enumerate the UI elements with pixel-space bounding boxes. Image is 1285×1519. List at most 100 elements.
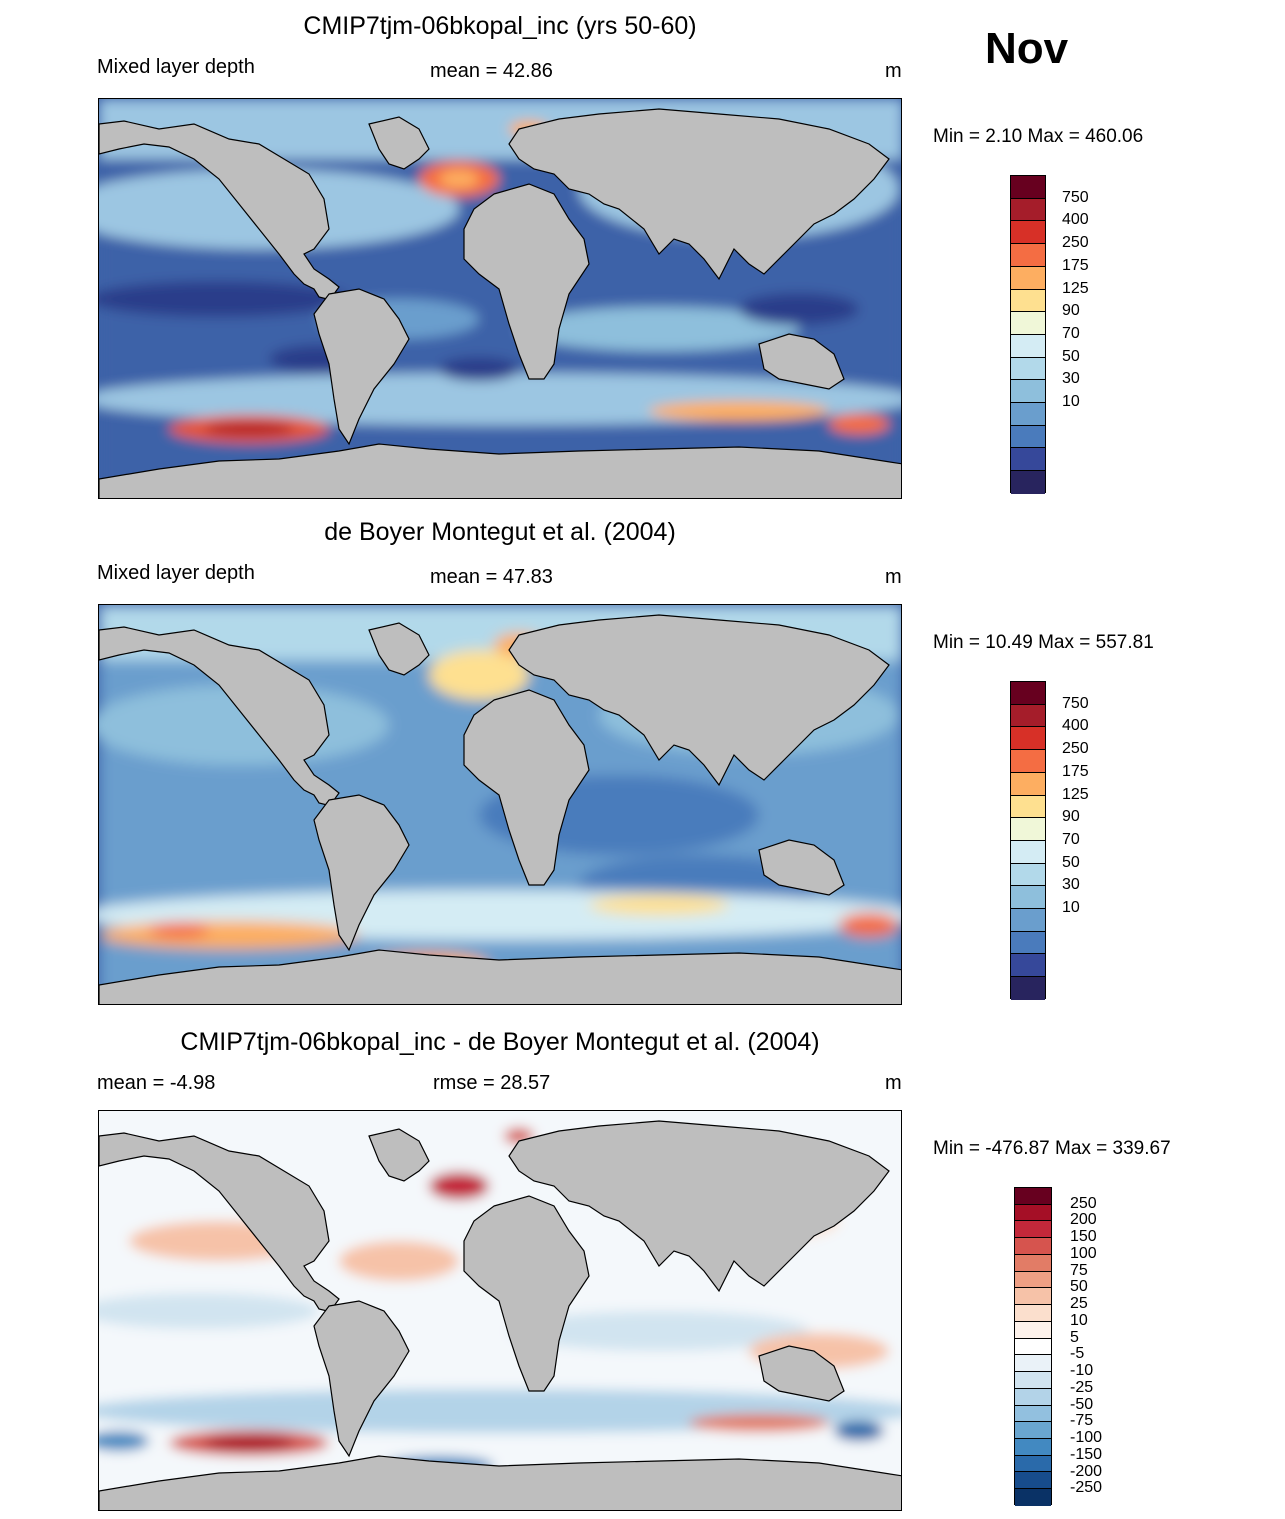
colorbar-swatch	[1015, 1221, 1051, 1239]
colorbar-swatch	[1011, 909, 1045, 932]
panel-3-map	[98, 1110, 902, 1511]
colorbar-swatch	[1011, 863, 1045, 887]
colorbar-tick-label: -50	[1070, 1395, 1094, 1413]
colorbar-tick-label: 30	[1062, 370, 1080, 388]
colorbar-swatch	[1011, 176, 1045, 199]
panel-3-rmse-label: rmse = 28.57	[433, 1072, 551, 1094]
panel-1-units-label: m	[885, 60, 902, 82]
panel-3-mean-label: mean = -4.98	[97, 1072, 216, 1094]
colorbar-swatch	[1015, 1355, 1051, 1373]
colorbar-tick-label: 70	[1062, 831, 1080, 848]
month-label: Nov	[985, 24, 1069, 73]
colorbar-tick-label: 90	[1062, 808, 1080, 826]
colorbar-swatch	[1011, 840, 1045, 864]
panel-3-title: CMIP7tjm-06bkopal_inc - de Boyer Montegu…	[180, 1028, 820, 1056]
colorbar-swatch	[1011, 750, 1045, 773]
colorbar-swatch	[1011, 772, 1045, 796]
colorbar-tick-label: 90	[1062, 302, 1080, 320]
panel-1-mean-label: mean = 42.86	[430, 60, 553, 82]
panel-2-colorbar	[1010, 681, 1046, 1000]
colorbar-swatch	[1015, 1254, 1051, 1272]
colorbar-tick-label: 400	[1062, 211, 1089, 229]
colorbar-swatch	[1011, 471, 1045, 494]
colorbar-tick-label: 750	[1062, 188, 1089, 206]
colorbar-tick-label: 250	[1070, 1194, 1097, 1212]
colorbar-tick-label: 25	[1070, 1295, 1088, 1313]
colorbar-swatch	[1011, 931, 1045, 955]
panel-1-map-svg	[99, 99, 901, 498]
colorbar-tick-label: -5	[1070, 1345, 1085, 1363]
colorbar-swatch	[1015, 1489, 1051, 1506]
colorbar-tick-label: 100	[1070, 1244, 1097, 1262]
colorbar-swatch	[1015, 1321, 1051, 1339]
colorbar-tick-label: -200	[1070, 1462, 1103, 1480]
colorbar-swatch	[1011, 221, 1045, 245]
colorbar-swatch	[1011, 448, 1045, 472]
colorbar-tick-label: -75	[1070, 1412, 1094, 1430]
colorbar-swatch	[1015, 1238, 1051, 1255]
colorbar-swatch	[1011, 727, 1045, 751]
colorbar-swatch	[1015, 1388, 1051, 1406]
colorbar-swatch	[1011, 425, 1045, 449]
colorbar-tick-label: 750	[1062, 694, 1089, 712]
colorbar-tick-label: -150	[1070, 1445, 1103, 1463]
colorbar-tick-label: 50	[1070, 1278, 1088, 1296]
colorbar-tick-label: 10	[1062, 393, 1080, 411]
panel-1-variable-label: Mixed layer depth	[97, 56, 255, 78]
panel-1-title: CMIP7tjm-06bkopal_inc (yrs 50-60)	[303, 12, 697, 40]
colorbar-swatch	[1011, 682, 1045, 705]
colorbar-swatch	[1015, 1455, 1051, 1473]
colorbar-swatch	[1015, 1288, 1051, 1306]
colorbar-tick-label: 250	[1062, 234, 1089, 252]
colorbar-tick-label: -100	[1070, 1429, 1103, 1447]
panel-2-variable-label: Mixed layer depth	[97, 562, 255, 584]
colorbar-swatch	[1011, 380, 1045, 404]
colorbar-tick-label: 10	[1062, 899, 1080, 917]
colorbar-swatch	[1015, 1305, 1051, 1322]
panel-2-title: de Boyer Montegut et al. (2004)	[324, 518, 676, 546]
colorbar-tick-label: -25	[1070, 1378, 1094, 1396]
colorbar-tick-label: 400	[1062, 717, 1089, 735]
colorbar-tick-label: 50	[1062, 853, 1080, 871]
panel-1-colorbar	[1010, 175, 1046, 494]
colorbar-swatch	[1015, 1204, 1051, 1222]
colorbar-tick-label: 5	[1070, 1328, 1079, 1346]
colorbar-swatch	[1011, 244, 1045, 267]
colorbar-swatch	[1011, 289, 1045, 313]
colorbar-tick-label: 125	[1062, 279, 1089, 297]
colorbar-swatch	[1011, 886, 1045, 910]
panel-3-map-svg	[99, 1111, 901, 1510]
panel-2-map	[98, 604, 902, 1005]
colorbar-swatch	[1011, 198, 1045, 222]
colorbar-swatch	[1011, 818, 1045, 841]
colorbar-swatch	[1011, 795, 1045, 819]
colorbar-swatch	[1015, 1271, 1051, 1289]
colorbar-tick-label: 125	[1062, 785, 1089, 803]
colorbar-swatch	[1011, 357, 1045, 381]
colorbar-tick-label: 250	[1062, 740, 1089, 758]
colorbar-swatch	[1015, 1439, 1051, 1456]
colorbar-swatch	[1015, 1372, 1051, 1389]
colorbar-swatch	[1011, 977, 1045, 1000]
colorbar-swatch	[1015, 1422, 1051, 1440]
colorbar-swatch	[1011, 403, 1045, 426]
panel-3-colorbar	[1014, 1187, 1052, 1506]
colorbar-tick-label: -250	[1070, 1479, 1103, 1497]
colorbar-swatch	[1015, 1472, 1051, 1490]
colorbar-tick-label: 50	[1062, 347, 1080, 365]
colorbar-swatch	[1011, 954, 1045, 978]
colorbar-tick-label: 175	[1062, 762, 1089, 780]
colorbar-swatch	[1011, 266, 1045, 290]
colorbar-swatch	[1011, 334, 1045, 358]
panel-1-minmax: Min = 2.10 Max = 460.06	[933, 126, 1144, 147]
panel-2-minmax: Min = 10.49 Max = 557.81	[933, 632, 1154, 653]
panel-2-mean-label: mean = 47.83	[430, 566, 553, 588]
colorbar-tick-label: 75	[1070, 1261, 1088, 1279]
colorbar-swatch	[1011, 312, 1045, 335]
colorbar-swatch	[1015, 1188, 1051, 1205]
panel-3-minmax: Min = -476.87 Max = 339.67	[933, 1138, 1171, 1159]
panel-2-units-label: m	[885, 566, 902, 588]
colorbar-tick-label: 30	[1062, 876, 1080, 894]
colorbar-tick-label: 200	[1070, 1211, 1097, 1229]
panel-3-units-label: m	[885, 1072, 902, 1094]
